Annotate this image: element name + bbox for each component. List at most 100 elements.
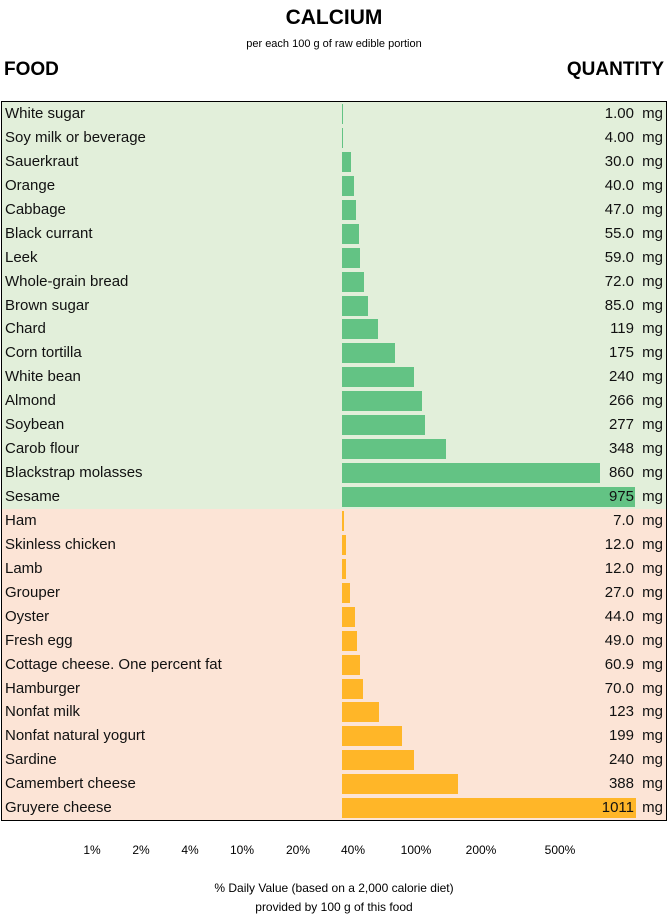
quantity-unit: mg	[642, 631, 663, 649]
bar	[342, 774, 459, 795]
bar	[342, 798, 636, 819]
quantity-unit: mg	[642, 176, 663, 194]
quantity-unit: mg	[642, 488, 663, 505]
bar	[342, 343, 395, 364]
chart-subtitle: per each 100 g of raw edible portion	[246, 38, 422, 50]
bar	[342, 295, 368, 316]
quantity-value: 70.0	[604, 679, 634, 697]
quantity-value: 44.0	[604, 607, 634, 625]
x-tick-label: 200%	[465, 843, 497, 857]
quantity-value: 266	[608, 392, 634, 410]
bar	[342, 415, 426, 436]
food-name: Gruyere cheese	[5, 799, 112, 817]
table-row: Oyster 44.0 mg	[2, 604, 666, 629]
table-row: Black currant 55.0 mg	[2, 221, 666, 246]
bar	[342, 534, 346, 555]
table-row: Orange 40.0 mg	[2, 173, 666, 198]
food-name: Cabbage	[5, 200, 66, 218]
quantity-value: 199	[608, 727, 634, 745]
bar	[342, 463, 600, 484]
food-name: Black currant	[5, 224, 93, 242]
table-row: Soy milk or beverage 4.00 mg	[2, 125, 666, 150]
food-column-header: FOOD	[4, 59, 59, 80]
food-name: Hamburger	[5, 679, 81, 697]
bar	[342, 630, 357, 651]
bar	[342, 439, 447, 460]
quantity-unit: mg	[642, 368, 663, 386]
quantity-value: 47.0	[604, 200, 634, 218]
table-row: Carob flour 348 mg	[2, 437, 666, 462]
quantity-unit: mg	[642, 703, 663, 721]
quantity-value: 119	[610, 320, 634, 338]
table-row: Gruyere cheese 1011 mg	[2, 796, 666, 821]
bar	[342, 702, 379, 723]
quantity-unit: mg	[642, 607, 663, 625]
quantity-unit: mg	[642, 152, 663, 170]
table-row: Chard 119 mg	[2, 317, 666, 342]
quantity-unit: mg	[642, 559, 663, 577]
quantity-value: 85.0	[604, 296, 634, 314]
x-tick-label: 500%	[544, 843, 576, 857]
quantity-unit: mg	[642, 535, 663, 553]
bar	[342, 726, 402, 747]
quantity-unit: mg	[642, 248, 663, 266]
food-name: Soybean	[5, 416, 65, 434]
bar	[342, 199, 357, 220]
table-row: Leek 59.0 mg	[2, 245, 666, 270]
x-tick-label: 40%	[340, 843, 366, 857]
quantity-value: 277	[608, 416, 634, 434]
food-name: Sardine	[5, 751, 57, 769]
quantity-value: 348	[608, 440, 634, 458]
food-name: Soy milk or beverage	[5, 128, 146, 146]
food-name: Whole-grain bread	[5, 272, 129, 290]
food-name: Brown sugar	[5, 296, 90, 314]
quantity-value: 12.0	[604, 535, 634, 553]
quantity-value: 72.0	[604, 272, 634, 290]
table-row: Ham 7.0 mg	[2, 508, 666, 533]
food-name: Blackstrap molasses	[5, 464, 143, 482]
quantity-value: 975	[608, 488, 634, 505]
table-row: Sauerkraut 30.0 mg	[2, 149, 666, 174]
bar	[342, 367, 414, 388]
food-name: Nonfat natural yogurt	[5, 727, 146, 745]
bar	[342, 391, 422, 412]
quantity-unit: mg	[642, 128, 663, 146]
bar	[342, 151, 351, 172]
food-name: Lamb	[5, 559, 43, 577]
table-row: Brown sugar 85.0 mg	[2, 293, 666, 318]
quantity-value: 7.0	[613, 511, 634, 529]
table-row: Grouper 27.0 mg	[2, 580, 666, 605]
x-tick-label: 100%	[400, 843, 432, 857]
food-name: Camembert cheese	[5, 775, 136, 793]
bar	[342, 319, 378, 340]
bar	[342, 127, 344, 148]
food-name: Nonfat milk	[5, 703, 81, 721]
food-name: Corn tortilla	[5, 344, 82, 362]
food-name: Oyster	[5, 607, 50, 625]
quantity-unit: mg	[642, 679, 663, 697]
quantity-value: 175	[608, 344, 634, 362]
quantity-value: 40.0	[604, 176, 634, 194]
food-name: Sauerkraut	[5, 152, 79, 170]
food-name: Carob flour	[5, 440, 80, 458]
bar	[342, 582, 351, 603]
food-name: Almond	[5, 392, 56, 410]
table-row: Sardine 240 mg	[2, 748, 666, 773]
x-axis-label-line2: provided by 100 g of this food	[255, 900, 413, 914]
quantity-unit: mg	[642, 320, 663, 338]
quantity-unit: mg	[642, 799, 663, 817]
food-name: Chard	[5, 320, 46, 338]
quantity-value: 12.0	[604, 559, 634, 577]
quantity-value: 388	[608, 775, 634, 793]
table-row: Cottage cheese. One percent fat 60.9 mg	[2, 652, 666, 677]
table-row: White bean 240 mg	[2, 365, 666, 390]
food-name: Ham	[5, 511, 37, 529]
table-row: Soybean 277 mg	[2, 413, 666, 438]
quantity-unit: mg	[642, 511, 663, 529]
food-name: Grouper	[5, 583, 61, 601]
table-row: Corn tortilla 175 mg	[2, 341, 666, 366]
bar	[342, 271, 364, 292]
quantity-unit: mg	[642, 392, 663, 410]
quantity-value: 30.0	[604, 152, 634, 170]
quantity-value: 1011	[601, 799, 634, 817]
